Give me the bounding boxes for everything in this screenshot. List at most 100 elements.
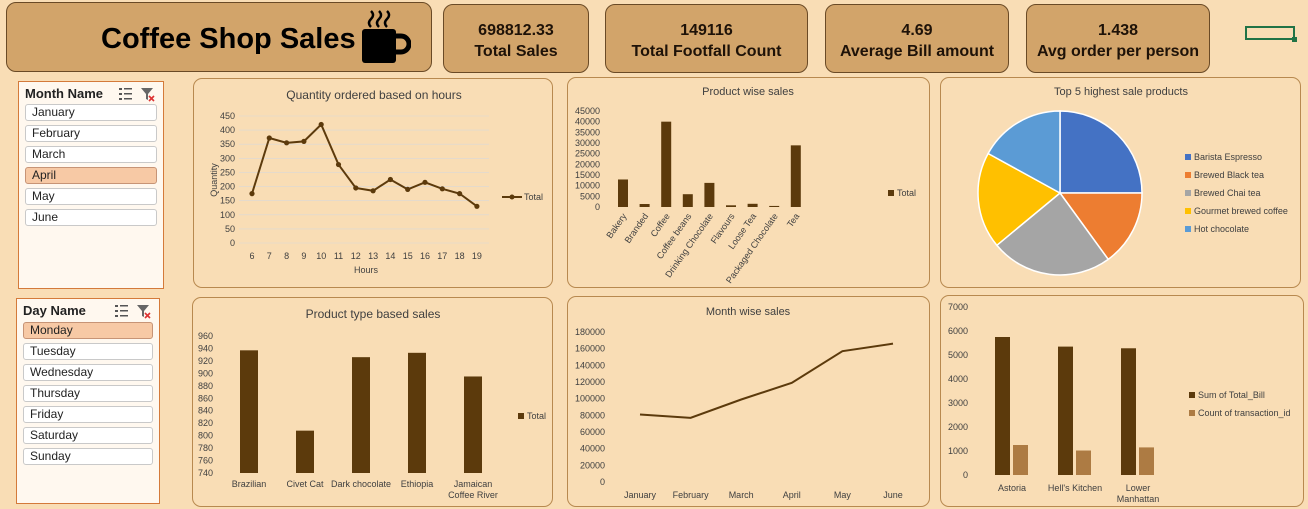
top5-pie-chart: Top 5 highest sale products Barista Espre… xyxy=(977,86,1288,276)
hours-point xyxy=(387,176,393,183)
month-chart-panel: Month wise sales 0 20000 40000 60000 80000 100… xyxy=(567,296,930,507)
hours-point xyxy=(301,138,307,144)
product-ytick: 40000 xyxy=(575,117,600,127)
product-ytick: 15000 xyxy=(575,170,600,180)
ptype-legend-label: Total xyxy=(527,411,546,421)
month-ytick: 120000 xyxy=(575,377,605,387)
month-slicer-item-march[interactable]: March xyxy=(25,146,157,163)
hours-xtick: 18 xyxy=(455,251,465,261)
selected-cell[interactable] xyxy=(1245,26,1297,42)
store-xtick: Astoria xyxy=(998,483,1026,493)
product-chart-panel: Product wise sales 0 5000 10000 15000 20000 25… xyxy=(567,77,930,288)
product-bar xyxy=(618,179,628,207)
top5-chart-title: Top 5 highest sale products xyxy=(1054,86,1188,98)
month-xtick: May xyxy=(834,490,852,500)
month-ytick: 180000 xyxy=(575,327,605,337)
coffee-cup-icon xyxy=(362,10,411,63)
hours-point xyxy=(335,161,342,168)
month-slicer: Month Name January February March April May J… xyxy=(18,81,164,289)
hours-point xyxy=(370,188,376,194)
month-slicer-item-june[interactable]: June xyxy=(25,209,157,226)
hours-ytick: 200 xyxy=(220,182,235,192)
month-ytick: 100000 xyxy=(575,394,605,404)
top5-slice xyxy=(987,110,1061,195)
day-slicer-item-tuesday[interactable]: Tuesday xyxy=(23,343,153,360)
hours-xtick: 9 xyxy=(301,251,306,261)
hours-xtick: 8 xyxy=(284,251,289,261)
kpi-total-sales: 698812.33 Total Sales xyxy=(443,4,589,73)
month-slicer-item-february[interactable]: February xyxy=(25,125,157,142)
month-ytick: 80000 xyxy=(580,410,605,420)
ptype-bar xyxy=(240,350,258,473)
product-bar xyxy=(639,204,650,207)
month-ytick: 0 xyxy=(600,477,605,487)
month-slicer-item-may[interactable]: May xyxy=(25,188,157,205)
ptype-ytick: 840 xyxy=(198,406,213,416)
ptype-xtick: Brazilian xyxy=(232,479,267,489)
hours-xtick: 12 xyxy=(351,251,361,261)
top5-slice xyxy=(995,191,1110,276)
hours-xtick: 16 xyxy=(420,251,430,261)
product-ytick: 10000 xyxy=(575,181,600,191)
top5-legend-label: Barista Espresso xyxy=(1194,152,1262,162)
ptype-ytick: 760 xyxy=(198,456,213,466)
hours-legend-marker xyxy=(509,194,515,200)
month-slicer-item-january[interactable]: January xyxy=(25,104,157,121)
product-ytick: 20000 xyxy=(575,159,600,169)
month-line-chart: Month wise sales 0 20000 40000 60000 80000 100… xyxy=(575,306,903,500)
product-ytick: 45000 xyxy=(575,106,600,116)
ptype-bar xyxy=(296,430,314,473)
month-xtick: January xyxy=(624,490,657,500)
kpi-total-sales-label: Total Sales xyxy=(474,43,558,60)
store-ytick: 0 xyxy=(963,470,968,480)
product-chart-title: Product wise sales xyxy=(702,86,794,98)
store-chart-panel: 0 1000 2000 3000 4000 5000 6000 7000 Astoria Hell… xyxy=(940,295,1304,507)
kpi-total-sales-value: 698812.33 xyxy=(478,22,554,39)
top5-legend-label: Brewed Chai tea xyxy=(1194,188,1261,198)
ptype-bar xyxy=(464,376,482,473)
multi-select-icon[interactable] xyxy=(115,305,128,317)
store-bar xyxy=(1058,346,1073,475)
hours-series-line xyxy=(251,122,478,208)
store-legend-swatch xyxy=(1189,410,1195,416)
day-slicer-header: Day Name xyxy=(23,303,86,318)
store-ytick: 1000 xyxy=(948,446,968,456)
store-ytick: 2000 xyxy=(948,422,968,432)
top5-slice xyxy=(977,152,1062,247)
hours-ytick: 50 xyxy=(225,224,235,234)
day-slicer-item-saturday[interactable]: Saturday xyxy=(23,427,153,444)
day-slicer-item-thursday[interactable]: Thursday xyxy=(23,385,153,402)
product-bar xyxy=(682,194,693,207)
day-slicer-item-sunday[interactable]: Sunday xyxy=(23,448,153,465)
product-legend-swatch xyxy=(888,190,894,196)
day-slicer-item-wednesday[interactable]: Wednesday xyxy=(23,364,153,381)
month-slicer-item-april[interactable]: April xyxy=(25,167,157,184)
hours-point xyxy=(439,186,445,192)
ptype-ytick: 940 xyxy=(198,343,213,353)
hours-xtick: 6 xyxy=(249,251,254,261)
store-ytick: 6000 xyxy=(948,326,968,336)
clear-filter-icon[interactable] xyxy=(141,88,155,102)
kpi-avg-order: 1.438 Avg order per person xyxy=(1026,4,1210,73)
hours-point xyxy=(249,191,255,197)
hours-point xyxy=(284,140,290,146)
clear-filter-icon[interactable] xyxy=(137,305,151,319)
product-bar xyxy=(661,121,672,207)
product-bar xyxy=(790,145,801,207)
store-bar xyxy=(1121,348,1136,475)
multi-select-icon[interactable] xyxy=(119,88,132,100)
hours-ytick: 250 xyxy=(220,167,235,177)
product-bar xyxy=(747,203,758,207)
month-ytick: 60000 xyxy=(580,427,605,437)
month-ytick: 140000 xyxy=(575,360,605,370)
store-bar xyxy=(1076,450,1091,475)
ptype-ytick: 900 xyxy=(198,368,213,378)
hours-point xyxy=(318,121,324,128)
slicer-tools xyxy=(119,88,155,102)
store-ytick: 3000 xyxy=(948,398,968,408)
ptype-ytick: 960 xyxy=(198,331,213,341)
kpi-total-footfall: 149116 Total Footfall Count xyxy=(605,4,808,73)
day-slicer-item-friday[interactable]: Friday xyxy=(23,406,153,423)
month-ytick: 160000 xyxy=(575,344,605,354)
day-slicer-item-monday[interactable]: Monday xyxy=(23,322,153,339)
